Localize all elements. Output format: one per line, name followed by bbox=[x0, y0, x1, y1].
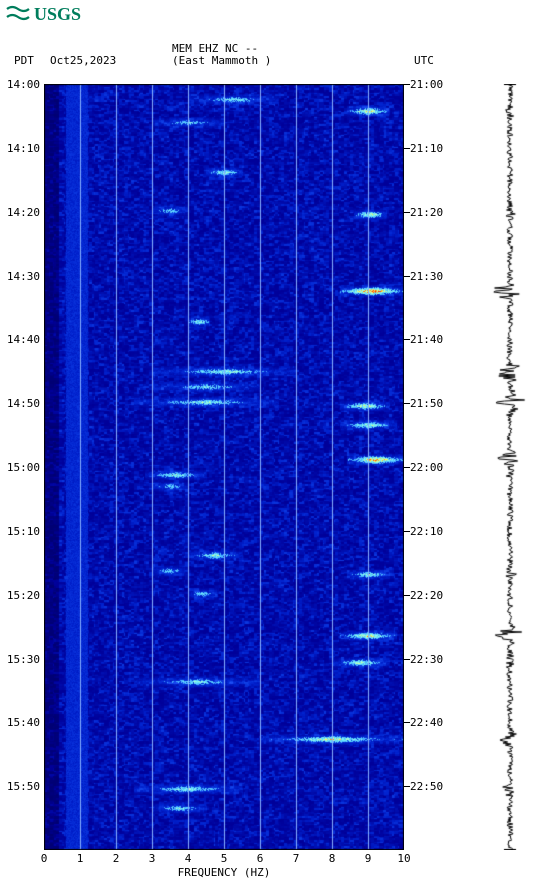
tick-mark bbox=[404, 148, 410, 149]
x-axis-label: FREQUENCY (HZ) bbox=[44, 866, 404, 879]
y-tick-left: 15:10 bbox=[4, 525, 40, 538]
usgs-logo-text: USGS bbox=[34, 4, 81, 25]
x-tick: 1 bbox=[70, 852, 90, 865]
y-tick-left: 14:10 bbox=[4, 142, 40, 155]
y-tick-right: 21:10 bbox=[410, 142, 450, 155]
y-tick-left: 14:30 bbox=[4, 270, 40, 283]
x-tick: 7 bbox=[286, 852, 306, 865]
y-tick-right: 21:40 bbox=[410, 333, 450, 346]
x-tick: 6 bbox=[250, 852, 270, 865]
y-tick-left: 14:50 bbox=[4, 397, 40, 410]
y-tick-right: 22:40 bbox=[410, 716, 450, 729]
tick-mark bbox=[404, 595, 410, 596]
y-tick-left: 15:40 bbox=[4, 716, 40, 729]
x-tick: 9 bbox=[358, 852, 378, 865]
usgs-logo: USGS bbox=[6, 4, 81, 25]
x-tick: 3 bbox=[142, 852, 162, 865]
y-tick-left: 14:20 bbox=[4, 206, 40, 219]
seismogram-canvas bbox=[480, 84, 540, 850]
x-tick: 8 bbox=[322, 852, 342, 865]
y-tick-left: 15:30 bbox=[4, 653, 40, 666]
y-tick-left: 14:00 bbox=[4, 78, 40, 91]
tick-mark bbox=[404, 722, 410, 723]
x-tick: 5 bbox=[214, 852, 234, 865]
y-tick-right: 22:00 bbox=[410, 461, 450, 474]
y-tick-right: 22:10 bbox=[410, 525, 450, 538]
tick-mark bbox=[404, 84, 410, 85]
y-tick-left: 14:40 bbox=[4, 333, 40, 346]
tz-right: UTC bbox=[414, 54, 434, 67]
x-tick: 0 bbox=[34, 852, 54, 865]
y-tick-right: 21:50 bbox=[410, 397, 450, 410]
tick-mark bbox=[404, 276, 410, 277]
tick-mark bbox=[404, 659, 410, 660]
x-tick: 4 bbox=[178, 852, 198, 865]
tz-left: PDT bbox=[14, 54, 34, 67]
x-tick: 10 bbox=[394, 852, 414, 865]
tick-mark bbox=[404, 212, 410, 213]
y-tick-left: 15:20 bbox=[4, 589, 40, 602]
y-tick-right: 22:30 bbox=[410, 653, 450, 666]
y-tick-left: 15:00 bbox=[4, 461, 40, 474]
y-tick-left: 15:50 bbox=[4, 780, 40, 793]
y-tick-right: 22:50 bbox=[410, 780, 450, 793]
date: Oct25,2023 bbox=[50, 54, 116, 67]
tick-mark bbox=[404, 467, 410, 468]
tick-mark bbox=[404, 403, 410, 404]
seismogram bbox=[480, 84, 540, 850]
tick-mark bbox=[404, 531, 410, 532]
y-tick-right: 21:00 bbox=[410, 78, 450, 91]
location: (East Mammoth ) bbox=[172, 54, 271, 67]
spectrogram bbox=[44, 84, 404, 850]
tick-mark bbox=[404, 339, 410, 340]
spectrogram-canvas bbox=[44, 84, 404, 850]
y-tick-right: 21:20 bbox=[410, 206, 450, 219]
y-tick-right: 22:20 bbox=[410, 589, 450, 602]
y-tick-right: 21:30 bbox=[410, 270, 450, 283]
x-tick: 2 bbox=[106, 852, 126, 865]
tick-mark bbox=[404, 786, 410, 787]
